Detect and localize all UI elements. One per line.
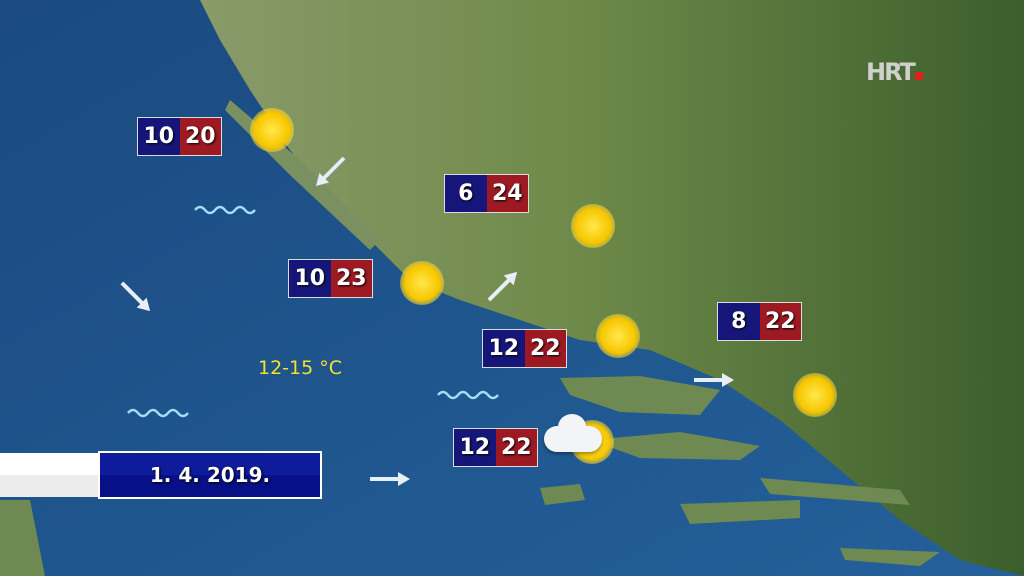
forecast-box: 10 23 (288, 259, 373, 298)
wind-arrow-icon (370, 472, 410, 486)
island (0, 500, 45, 576)
max-temp: 23 (330, 260, 372, 297)
sea-temperature: 12-15 °C (258, 357, 343, 379)
wind-arrow-icon (315, 156, 346, 187)
forecast-box: 10 20 (137, 117, 222, 156)
forecast-box: 6 24 (444, 174, 529, 213)
max-temp: 22 (759, 303, 801, 340)
min-temp: 12 (483, 330, 525, 367)
island (760, 478, 910, 505)
wave-icon (127, 408, 189, 418)
sun-icon (250, 108, 294, 152)
date-bar: 1. 4. 2019. (0, 451, 322, 499)
island (590, 432, 760, 460)
wind-arrow-icon (120, 281, 151, 312)
cloud-icon (544, 414, 602, 452)
min-temp: 6 (445, 175, 487, 212)
min-temp: 12 (454, 429, 496, 466)
forecast-box: 8 22 (717, 302, 802, 341)
sun-icon (400, 261, 444, 305)
wave-icon (194, 205, 256, 215)
forecast-box: 12 22 (482, 329, 567, 368)
island (840, 548, 940, 566)
wind-arrow-icon (487, 271, 518, 302)
sun-icon (571, 204, 615, 248)
max-temp: 20 (179, 118, 221, 155)
min-temp: 10 (289, 260, 331, 297)
island (560, 376, 720, 415)
island (680, 500, 800, 524)
max-temp: 24 (486, 175, 528, 212)
hrt-logo: HRT (866, 58, 923, 86)
wave-icon (437, 390, 499, 400)
sun-icon (596, 314, 640, 358)
sun-icon (793, 373, 837, 417)
max-temp: 22 (495, 429, 537, 466)
max-temp: 22 (524, 330, 566, 367)
date-bar-strip (0, 453, 100, 497)
date-label: 1. 4. 2019. (98, 451, 322, 499)
forecast-box: 12 22 (453, 428, 538, 467)
min-temp: 10 (138, 118, 180, 155)
mainland (200, 0, 1024, 576)
island (540, 484, 585, 505)
wind-arrow-icon (694, 373, 734, 387)
min-temp: 8 (718, 303, 760, 340)
